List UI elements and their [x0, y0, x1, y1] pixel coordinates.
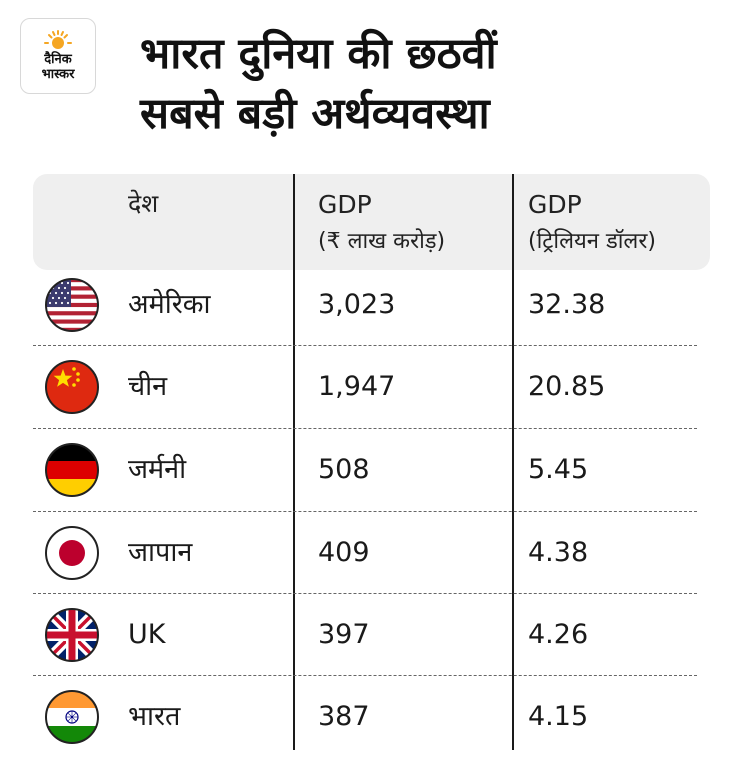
header-gdp-inr-unit: (₹ लाख करोड़) [318, 229, 446, 254]
header-gdp-usd: GDP (ट्रिलियन डॉलर) [528, 190, 656, 255]
gdp-inr-value: 397 [318, 619, 370, 650]
gdp-inr-value: 3,023 [318, 289, 396, 320]
header-gdp-inr-label: GDP [318, 190, 372, 219]
japan-flag-icon [45, 526, 99, 580]
india-flag-icon [45, 690, 99, 744]
logo-text-line1: दैनिक [44, 52, 72, 67]
row-separator [33, 511, 697, 512]
header-gdp-usd-label: GDP [528, 190, 582, 219]
usa-flag-icon [45, 278, 99, 332]
row-separator [33, 345, 697, 346]
gdp-usd-value: 5.45 [528, 454, 589, 485]
germany-flag-icon [45, 443, 99, 497]
gdp-inr-value: 409 [318, 537, 370, 568]
country-name: अमेरिका [128, 289, 211, 320]
dainik-bhaskar-logo: दैनिक भास्कर [20, 18, 96, 94]
row-separator [33, 428, 697, 429]
table-header [33, 174, 710, 270]
gdp-usd-value: 4.26 [528, 619, 589, 650]
gdp-inr-value: 508 [318, 454, 370, 485]
country-name: जापान [128, 537, 193, 568]
column-divider [293, 174, 295, 750]
table-row: अमेरिका 3,023 32.38 [33, 264, 697, 346]
china-flag-icon [45, 360, 99, 414]
gdp-usd-value: 32.38 [528, 289, 606, 320]
table-row: UK 397 4.26 [33, 594, 697, 676]
table-row: भारत 387 4.15 [33, 676, 697, 758]
uk-flag-icon [45, 608, 99, 662]
row-separator [33, 675, 697, 676]
title-line1: भारत दुनिया की छठवीं [140, 29, 497, 79]
table-row: चीन 1,947 20.85 [33, 346, 697, 428]
header-gdp-usd-unit: (ट्रिलियन डॉलर) [528, 229, 656, 254]
gdp-usd-value: 20.85 [528, 371, 606, 402]
country-name: UK [128, 619, 166, 650]
sun-icon [44, 30, 72, 49]
header-gdp-inr: GDP (₹ लाख करोड़) [318, 190, 445, 255]
country-name: भारत [128, 701, 181, 732]
page-title: भारत दुनिया की छठवीं सबसे बड़ी अर्थव्यवस… [140, 24, 700, 144]
title-line2: सबसे बड़ी अर्थव्यवस्था [140, 89, 490, 139]
logo-text-line2: भास्कर [41, 67, 75, 82]
table-row: जर्मनी 508 5.45 [33, 429, 697, 511]
country-name: जर्मनी [128, 454, 187, 485]
gdp-usd-value: 4.15 [528, 701, 589, 732]
column-divider [512, 174, 514, 750]
gdp-inr-value: 387 [318, 701, 370, 732]
table-row: जापान 409 4.38 [33, 512, 697, 594]
country-name: चीन [128, 371, 168, 402]
header-country: देश [128, 189, 159, 218]
row-separator [33, 593, 697, 594]
gdp-usd-value: 4.38 [528, 537, 589, 568]
gdp-inr-value: 1,947 [318, 371, 396, 402]
